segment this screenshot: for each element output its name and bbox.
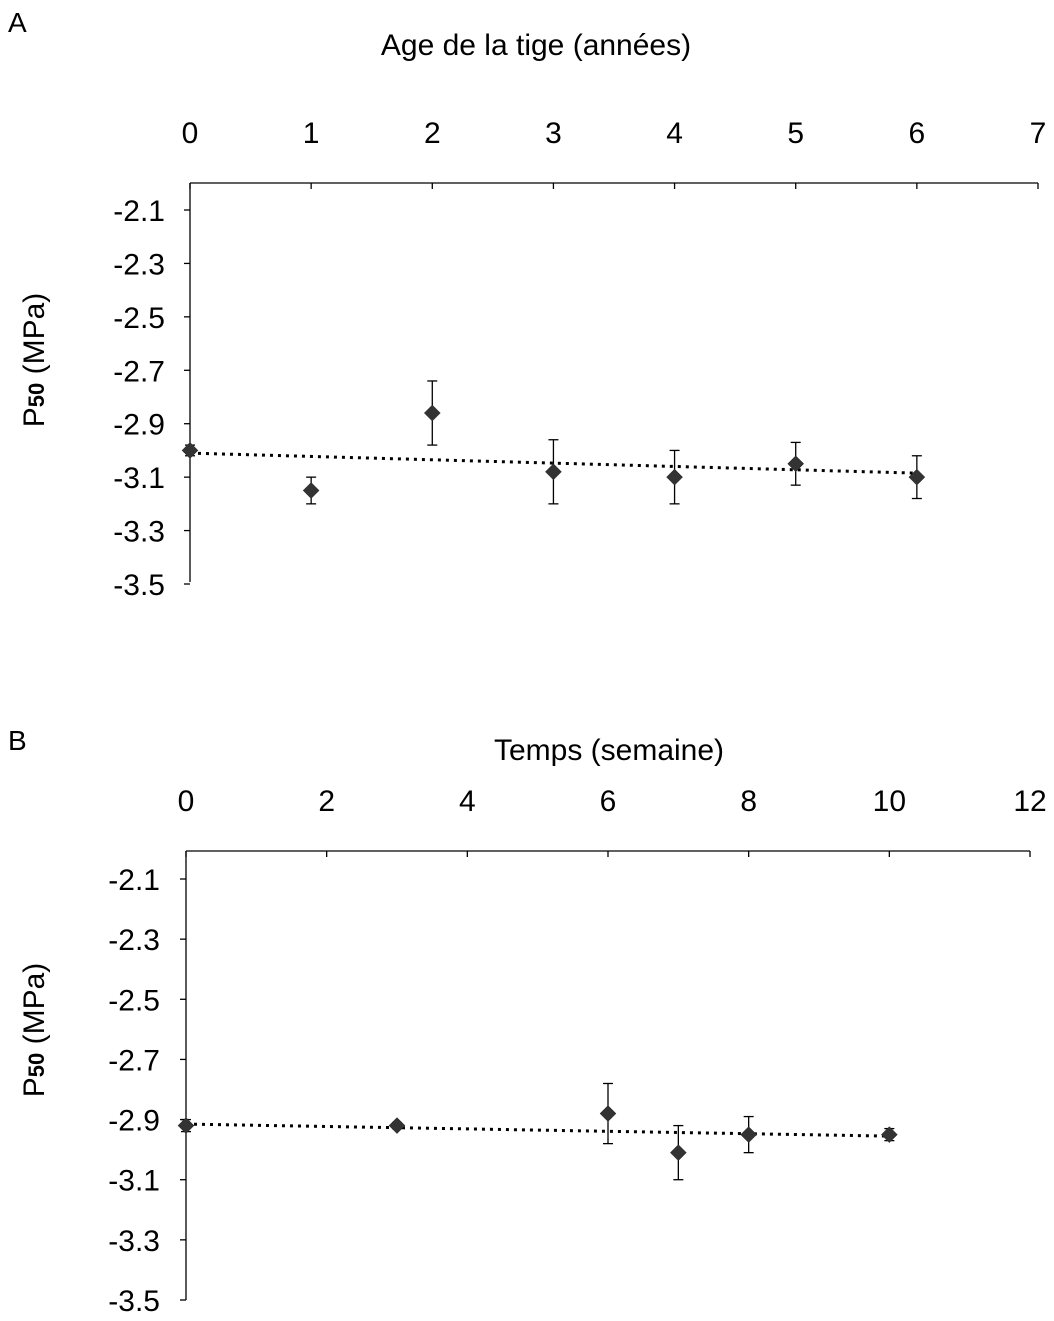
panel-b-x-tick-label: 0: [178, 785, 195, 818]
panel-a-y-tick-label: -3.3: [113, 516, 165, 549]
panel-a-data-point: [302, 482, 320, 499]
panel-a-data-point: [545, 463, 562, 481]
panel-b-y-tick-label: -3.3: [108, 1225, 160, 1258]
panel-a-trendline: [189, 451, 917, 475]
panel-b-x-tick-label: 4: [459, 785, 476, 818]
panel-b-data-point: [740, 1126, 758, 1143]
panel-b-x-tick-label: 10: [873, 785, 906, 818]
panel-b-data-point: [599, 1105, 617, 1122]
panel-a-x-tick-label: 7: [1030, 117, 1047, 150]
panel-b-y-tick-label: -2.9: [108, 1105, 160, 1138]
panel-b-data-point: [669, 1144, 687, 1162]
panel-b-x-tick-label: 12: [1013, 785, 1046, 818]
panel-b-chart: B Temps (semaine) P50 (MPa) 0 2 4 6 8 10 12 -2.…: [8, 725, 1047, 1318]
panel-b-label: B: [8, 725, 27, 756]
panel-a-trendline-layer: [189, 451, 917, 475]
panel-a-label: A: [8, 7, 27, 38]
panel-a-y-tick-label: -2.3: [113, 248, 165, 281]
panel-a-x-tick-label: 1: [303, 117, 320, 150]
panel-b-y-tick-label: -2.3: [108, 924, 160, 957]
panel-b-y-tick-label: -2.7: [108, 1044, 160, 1077]
panel-b-ticks: 0 2 4 6 8 10 12 -2.1 -2.3 -2.5 -2.7 -2.9 -3.1 -3.3 -3.…: [108, 785, 1046, 1318]
panel-a-y-tick-label: -2.9: [113, 409, 165, 442]
panel-b-x-tick-label: 8: [740, 785, 757, 818]
panel-b-points-layer: [177, 1082, 898, 1181]
panel-b-x-tick-label: 6: [600, 785, 617, 818]
panel-b-y-tick-label: -3.1: [108, 1165, 160, 1198]
panel-a-y-tick-label: -2.1: [113, 195, 165, 228]
panel-b-x-tick-label: 2: [318, 785, 335, 818]
panel-a-x-axis-title: Age de la tige (années): [381, 29, 691, 62]
panel-a-y-tick-label: -3.1: [113, 462, 165, 495]
panel-b-trendline: [185, 1122, 890, 1138]
panel-a-y-tick-label: -2.5: [113, 302, 165, 335]
panel-b-y-tick-label: -2.1: [108, 864, 160, 897]
panel-a-y-tick-label: -2.7: [113, 355, 165, 388]
panel-b-trendline-layer: [185, 1122, 890, 1138]
panel-b-y-axis-title: P50 (MPa): [18, 963, 51, 1098]
panel-b-data-point: [388, 1117, 406, 1134]
panel-a-chart: A Age de la tige (années) P50 (MPa) 0 1 2 3…: [8, 7, 1046, 602]
panel-a-data-point: [787, 455, 805, 473]
panel-b-x-axis-title: Temps (semaine): [494, 734, 724, 767]
panel-a-x-tick-label: 5: [787, 117, 804, 150]
panel-a-x-tick-label: 2: [424, 117, 441, 150]
panel-a-data-point: [666, 468, 683, 486]
panel-a-data-point: [423, 404, 441, 422]
panel-a-y-axis-title: P50 (MPa): [18, 293, 51, 428]
panel-a-y-tick-label: -3.5: [113, 569, 165, 602]
panel-b-y-tick-label: -3.5: [108, 1285, 160, 1316]
panel-b-data-point: [880, 1126, 898, 1143]
panel-b-data-point: [177, 1117, 195, 1134]
panel-a-points-layer: [181, 380, 926, 505]
panel-a-x-tick-label: 0: [182, 117, 199, 150]
panel-a-x-tick-label: 4: [666, 117, 683, 150]
panel-a-ticks: 0 1 2 3 4 5 6 7 -2.1 -2.3 -2.5 -2.7 -2.9 -3.1 -3.3 -3.5: [113, 117, 1046, 602]
panel-a-data-point: [181, 442, 199, 459]
panel-a-data-point: [908, 468, 926, 486]
panel-a-x-tick-label: 3: [545, 117, 562, 150]
panel-a-x-tick-label: 6: [909, 117, 926, 150]
panel-b-y-tick-label: -2.5: [108, 984, 160, 1017]
